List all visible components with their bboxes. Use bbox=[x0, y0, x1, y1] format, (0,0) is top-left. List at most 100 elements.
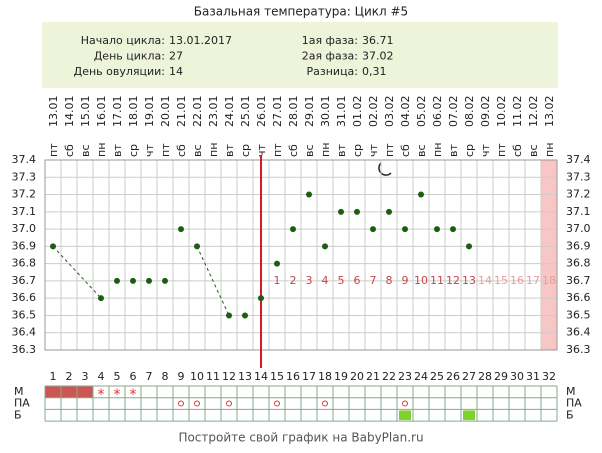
weekday-label: сб bbox=[399, 144, 412, 157]
date-label: 11.02 bbox=[511, 96, 524, 128]
info-value: 14 bbox=[169, 65, 183, 78]
temperature-point bbox=[402, 226, 408, 233]
row-box bbox=[399, 410, 411, 421]
temperature-point bbox=[306, 191, 312, 198]
day-number: 30 bbox=[510, 370, 524, 383]
luteal-day: 10 bbox=[414, 274, 428, 287]
y-tick-label-right: 36.9 bbox=[566, 239, 591, 252]
y-tick-label-right: 36.4 bbox=[566, 326, 591, 339]
day-number: 22 bbox=[382, 370, 396, 383]
day-number: 21 bbox=[366, 370, 380, 383]
weekday-label: вс bbox=[415, 144, 428, 157]
day-number: 9 bbox=[178, 370, 185, 383]
weekday-label: ср bbox=[351, 144, 364, 157]
weekday-label: сб bbox=[287, 144, 300, 157]
y-tick-label-right: 36.8 bbox=[566, 257, 591, 270]
row-label: М bbox=[14, 385, 24, 398]
temperature-point bbox=[338, 208, 344, 215]
day-number: 12 bbox=[222, 370, 236, 383]
y-tick-label: 36.5 bbox=[12, 308, 37, 321]
weekday-label: пт bbox=[47, 143, 60, 157]
date-label: 20.01 bbox=[159, 96, 172, 128]
day-number: 13 bbox=[238, 370, 252, 383]
date-label: 21.01 bbox=[175, 96, 188, 128]
y-tick-label-right: 37.1 bbox=[566, 205, 591, 218]
weekday-label: ср bbox=[239, 144, 252, 157]
date-label: 14.01 bbox=[63, 96, 76, 128]
menses-cell bbox=[77, 386, 93, 398]
temperature-point bbox=[290, 226, 296, 233]
info-label: 1ая фаза: bbox=[302, 34, 358, 47]
day-number: 23 bbox=[398, 370, 412, 383]
day-number: 27 bbox=[462, 370, 476, 383]
day-number: 5 bbox=[114, 370, 121, 383]
weekday-label: пт bbox=[383, 143, 396, 157]
temperature-point bbox=[434, 226, 440, 233]
temperature-point bbox=[146, 277, 152, 284]
row-label-right: М bbox=[566, 385, 576, 398]
weekday-label: ср bbox=[463, 144, 476, 157]
row-circle bbox=[194, 400, 200, 407]
luteal-day: 6 bbox=[354, 274, 361, 287]
date-label: 28.01 bbox=[287, 96, 300, 128]
menses-cell bbox=[45, 386, 61, 398]
weekday-label: чт bbox=[143, 144, 156, 157]
weekday-label: вс bbox=[191, 144, 204, 157]
day-number: 7 bbox=[146, 370, 153, 383]
row-symbol: * bbox=[98, 387, 105, 403]
luteal-day: 14 bbox=[478, 274, 492, 287]
weekday-label: вс bbox=[527, 144, 540, 157]
weekday-label: вт bbox=[111, 144, 124, 157]
date-label: 04.02 bbox=[399, 96, 412, 128]
day-number: 4 bbox=[98, 370, 105, 383]
y-tick-label-right: 36.7 bbox=[566, 274, 591, 287]
temperature-point bbox=[418, 191, 424, 198]
y-tick-label-right: 37.3 bbox=[566, 170, 591, 183]
y-tick-label-right: 37.4 bbox=[566, 153, 591, 166]
row-circle bbox=[274, 400, 280, 407]
y-tick-label: 36.8 bbox=[12, 257, 37, 270]
date-label: 03.02 bbox=[383, 96, 396, 128]
luteal-day: 12 bbox=[446, 274, 460, 287]
luteal-day: 17 bbox=[526, 274, 540, 287]
weekday-label: пн bbox=[207, 143, 220, 157]
y-tick-label: 37.0 bbox=[12, 222, 37, 235]
weekday-label: пн bbox=[95, 143, 108, 157]
y-tick-label-right: 36.6 bbox=[566, 291, 591, 304]
luteal-day: 11 bbox=[430, 274, 444, 287]
row-label: Б bbox=[14, 408, 22, 421]
day-number: 24 bbox=[414, 370, 428, 383]
y-tick-label: 37.3 bbox=[12, 170, 37, 183]
weekday-label: ср bbox=[127, 144, 140, 157]
day-number: 32 bbox=[542, 370, 556, 383]
luteal-day: 8 bbox=[386, 274, 393, 287]
info-value: 37.02 bbox=[362, 50, 394, 63]
weekday-label: сб bbox=[175, 144, 188, 157]
weekday-label: чт bbox=[367, 144, 380, 157]
day-number: 19 bbox=[334, 370, 348, 383]
luteal-day: 3 bbox=[306, 274, 313, 287]
weekday-label: сб bbox=[63, 144, 76, 157]
moon-icon bbox=[378, 162, 392, 176]
row-label: ПА bbox=[14, 397, 30, 410]
y-tick-label: 36.7 bbox=[12, 274, 37, 287]
row-symbol: * bbox=[130, 387, 137, 403]
luteal-day: 18 bbox=[542, 274, 556, 287]
temperature-point bbox=[194, 243, 200, 250]
y-tick-label-right: 37.2 bbox=[566, 188, 591, 201]
weekday-label: пт bbox=[495, 143, 508, 157]
info-label: Разница: bbox=[307, 65, 359, 78]
temperature-point bbox=[162, 277, 168, 284]
info-value: 13.01.2017 bbox=[169, 34, 232, 47]
weekday-label: вт bbox=[335, 144, 348, 157]
date-label: 16.01 bbox=[95, 96, 108, 128]
weekday-label: пт bbox=[271, 143, 284, 157]
date-label: 24.01 bbox=[223, 96, 236, 128]
day-number: 10 bbox=[190, 370, 204, 383]
date-label: 25.01 bbox=[239, 96, 252, 128]
luteal-day: 7 bbox=[370, 274, 377, 287]
info-value: 0,31 bbox=[362, 65, 387, 78]
temperature-point bbox=[274, 260, 280, 267]
date-label: 13.01 bbox=[47, 96, 60, 128]
